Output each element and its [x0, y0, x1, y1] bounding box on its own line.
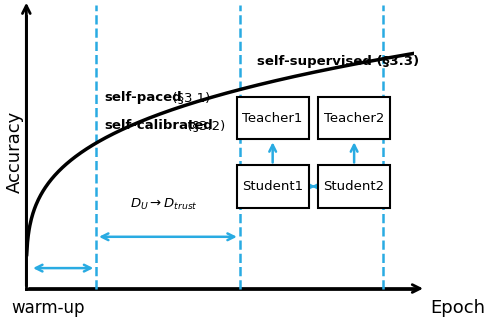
FancyBboxPatch shape [318, 165, 390, 207]
FancyBboxPatch shape [237, 165, 309, 207]
Text: $D_U \rightarrow D_{trust}$: $D_U \rightarrow D_{trust}$ [130, 196, 198, 212]
FancyBboxPatch shape [237, 97, 309, 139]
Text: Epoch: Epoch [430, 299, 485, 317]
Text: self-paced: self-paced [104, 91, 181, 104]
Text: (§3.2): (§3.2) [183, 118, 226, 132]
Text: Teacher2: Teacher2 [324, 112, 384, 125]
FancyBboxPatch shape [318, 97, 390, 139]
Text: Student2: Student2 [323, 180, 385, 193]
Text: self-supervised (§3.3): self-supervised (§3.3) [257, 55, 419, 68]
Text: Student1: Student1 [242, 180, 303, 193]
Text: warm-up: warm-up [11, 299, 84, 317]
Text: self-calibrated: self-calibrated [104, 118, 213, 132]
Text: (§3.1): (§3.1) [168, 91, 210, 104]
Y-axis label: Accuracy: Accuracy [5, 111, 24, 194]
Text: Teacher1: Teacher1 [243, 112, 303, 125]
